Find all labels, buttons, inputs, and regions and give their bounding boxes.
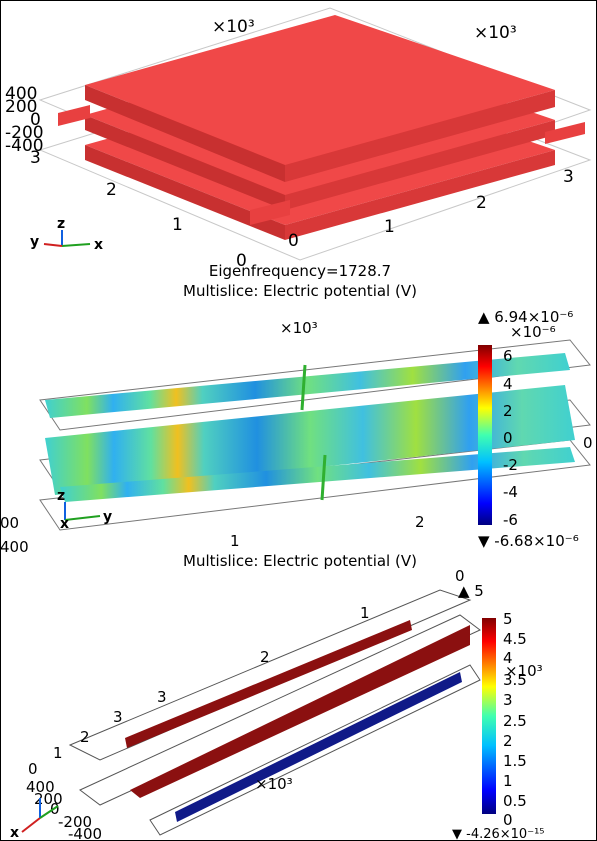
colorbar-tick: 3 bbox=[503, 691, 513, 709]
x-tick-label: 1 bbox=[384, 217, 395, 237]
x-tick-label: 2 bbox=[476, 193, 487, 213]
screenshot: ×10³ ×10³ 400 200 0 -200 -400 3 2 1 0 0 … bbox=[0, 0, 597, 841]
colorbar-tick: -2 bbox=[503, 456, 518, 474]
triad-label: z bbox=[57, 216, 65, 232]
plot-title: Multislice: Electric potential (V) bbox=[183, 552, 417, 570]
axis-label: 0 bbox=[28, 760, 38, 778]
axis-label: 400 bbox=[0, 538, 29, 556]
triad-label: x bbox=[60, 516, 69, 532]
plot-title: Eigenfrequency=1728.7 bbox=[209, 262, 391, 280]
colorbar-min: ▼ -6.68×10⁻⁶ bbox=[478, 532, 579, 550]
colorbar-tick: 2.5 bbox=[503, 712, 527, 730]
axis-multiplier: ×10³ bbox=[255, 775, 293, 793]
y-tick-label: 2 bbox=[106, 180, 117, 200]
colorbar-tick: 6 bbox=[503, 347, 513, 365]
axis-label: -400 bbox=[68, 825, 102, 841]
triad-label: x bbox=[10, 825, 19, 841]
colorbar-tick: 0 bbox=[503, 429, 513, 447]
axis-multiplier: ×10³ bbox=[280, 319, 318, 337]
colorbar-tick: 4 bbox=[503, 375, 513, 393]
axis-label: 1 bbox=[230, 532, 240, 550]
colorbar-tick: 4.5 bbox=[503, 630, 527, 648]
x-tick-label: 3 bbox=[563, 167, 574, 187]
y-tick-label: 1 bbox=[172, 215, 183, 235]
colorbar-tick: 5 bbox=[503, 610, 513, 628]
colorbar-tick: 2 bbox=[503, 732, 513, 750]
triad-label: y bbox=[103, 509, 112, 525]
axis-multiplier: ×10³ bbox=[474, 23, 517, 43]
colorbar-tick: 2 bbox=[503, 402, 513, 420]
axis-label: 0 bbox=[583, 434, 593, 452]
colorbar-tick: 0.5 bbox=[503, 792, 527, 810]
axis-label: 3 bbox=[113, 708, 123, 726]
colorbar-min: ▼ -4.26×10⁻¹⁵ bbox=[452, 827, 545, 841]
colorbar bbox=[482, 618, 496, 814]
axis-multiplier: ×10³ bbox=[212, 17, 255, 37]
colorbar-tick: -6 bbox=[503, 511, 518, 529]
axis-label: 1 bbox=[53, 744, 63, 762]
axis-label: 2 bbox=[415, 513, 425, 531]
colorbar-tick: 1 bbox=[503, 772, 513, 790]
page: { "panel1": { "x_multiplier": "×10³", "y… bbox=[0, 0, 597, 841]
y-tick-label: 3 bbox=[30, 148, 41, 168]
plot-title: Multislice: Electric potential (V) bbox=[183, 282, 417, 300]
colorbar-multiplier: ×10³ bbox=[505, 662, 543, 680]
axis-label: 2 bbox=[260, 648, 270, 666]
colorbar-max: ▲ 5 bbox=[458, 582, 484, 600]
x-tick-label: 0 bbox=[288, 231, 299, 251]
axis-label: 2 bbox=[80, 728, 90, 746]
colorbar-tick: 1.5 bbox=[503, 752, 527, 770]
axis-label: 3 bbox=[157, 688, 167, 706]
colorbar-multiplier: ×10⁻⁶ bbox=[510, 323, 556, 341]
colorbar-tick: -4 bbox=[503, 483, 518, 501]
triad-label: x bbox=[94, 237, 103, 253]
triad-label: y bbox=[30, 234, 39, 250]
colorbar bbox=[478, 345, 492, 525]
axis-label: 1 bbox=[360, 604, 370, 622]
axis-label: 00 bbox=[0, 514, 19, 532]
triad-label: z bbox=[57, 488, 65, 504]
